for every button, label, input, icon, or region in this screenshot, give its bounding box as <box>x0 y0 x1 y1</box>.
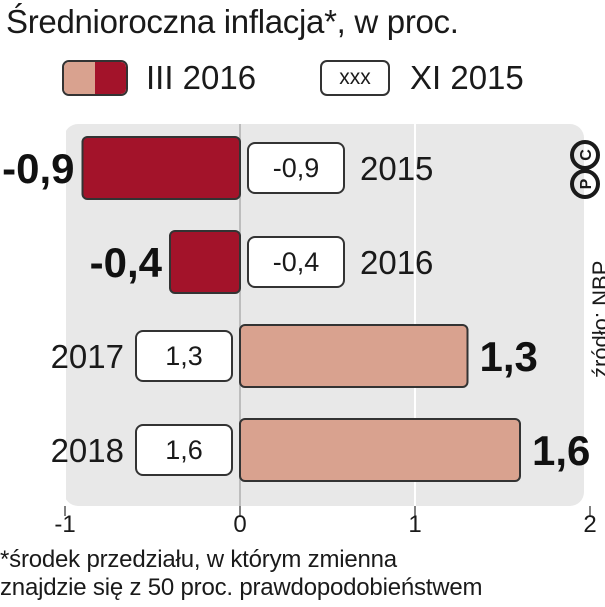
category-label: 2017 <box>51 338 124 375</box>
legend-label-iii-2016: III 2016 <box>146 59 257 96</box>
bar-row: 1,6 1,6 2018 <box>51 418 590 482</box>
bar-row: -0,9 -0,9 2015 <box>2 136 433 200</box>
category-label: 2015 <box>360 150 433 187</box>
legend-swatch-xi-2015: xxx <box>320 60 390 96</box>
reference-box <box>247 142 345 194</box>
bar-value-label: -0,4 <box>90 239 163 286</box>
footnote-line-2: znajdzie się z 50 proc. prawdopodobieńst… <box>0 574 483 601</box>
category-label: 2018 <box>51 432 124 469</box>
x-tick-label: -1 <box>54 511 75 538</box>
source-label: źródło: NBP <box>588 260 605 378</box>
reference-box-label: 1,3 <box>165 341 203 371</box>
bar <box>239 418 521 482</box>
legend-swatch-iii-2016 <box>62 60 128 96</box>
category-label: 2016 <box>360 244 433 281</box>
reference-box-label: 1,6 <box>165 435 203 465</box>
reference-box-label: -0,4 <box>273 247 320 277</box>
bar-value-label: -0,9 <box>2 145 74 192</box>
x-tick-label: 1 <box>408 511 421 538</box>
bar-value-label: 1,3 <box>480 333 538 380</box>
bar-row: -0,4 -0,4 2016 <box>90 230 433 294</box>
reference-box <box>247 236 345 288</box>
legend-swatch-negative-half <box>95 62 126 94</box>
x-tick-label: 0 <box>233 511 246 538</box>
legend-swatch-positive-half <box>64 62 95 94</box>
bar <box>81 136 241 200</box>
x-tick-label: 2 <box>583 511 596 538</box>
bar <box>169 230 241 294</box>
legend-label-xi-2015: XI 2015 <box>410 59 524 96</box>
reference-box <box>135 424 233 476</box>
x-tick-labels: -1 0 1 2 <box>54 506 597 538</box>
footnote: *środek przedziału, w którym zmienna zna… <box>0 546 483 602</box>
reference-box <box>135 330 233 382</box>
footnote-line-1: *środek przedziału, w którym zmienna <box>0 546 397 573</box>
reference-box-label: -0,9 <box>273 153 320 183</box>
chart-title: Średnioroczna inflacja*, w proc. <box>6 3 459 40</box>
svg-text:C: C <box>578 149 595 161</box>
bar <box>239 324 469 388</box>
svg-text:P: P <box>578 178 595 189</box>
cp-logo-icon: C P <box>570 140 600 199</box>
bar-row: 1,3 1,3 2017 <box>51 324 538 388</box>
bar-value-label: 1,6 <box>532 427 590 474</box>
legend: III 2016 xxx XI 2015 <box>0 58 605 102</box>
